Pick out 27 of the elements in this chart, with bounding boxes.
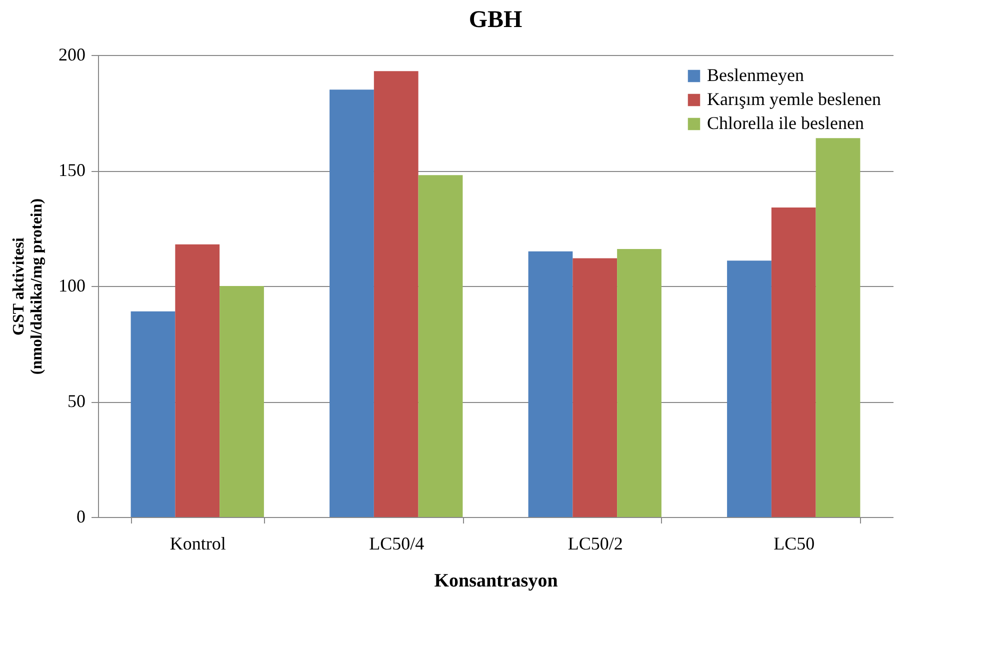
bar xyxy=(771,207,816,517)
y-tick-label: 200 xyxy=(58,44,86,64)
bar xyxy=(528,251,573,517)
bar xyxy=(572,258,618,517)
bar xyxy=(330,90,374,517)
y-tick-label: 100 xyxy=(58,276,86,296)
y-tick-label: 150 xyxy=(58,160,86,180)
y-tick-label: 50 xyxy=(68,391,86,411)
legend-label: Beslenmeyen xyxy=(707,65,804,85)
bar xyxy=(374,71,418,517)
chart-title: GBH xyxy=(468,7,523,33)
bar xyxy=(816,138,860,517)
x-tick-label: Kontrol xyxy=(170,534,226,554)
x-tick-label: LC50/2 xyxy=(568,534,623,554)
bar xyxy=(220,286,264,517)
bar xyxy=(175,244,220,517)
legend-label: Karışım yemle beslenen xyxy=(707,89,881,109)
bar xyxy=(130,311,176,517)
bar xyxy=(727,260,772,517)
legend-label: Chlorella ile beslenen xyxy=(707,113,864,133)
x-tick-label: LC50 xyxy=(774,534,815,554)
bar xyxy=(617,249,662,517)
bar xyxy=(418,175,463,517)
x-tick-label: LC50/4 xyxy=(369,534,424,554)
x-axis-title: Konsantrasyon xyxy=(434,570,558,592)
y-axis-title: GST aktivitesi (nmol/dakika/mg protein) xyxy=(10,198,46,375)
y-tick-label: 0 xyxy=(76,506,86,526)
